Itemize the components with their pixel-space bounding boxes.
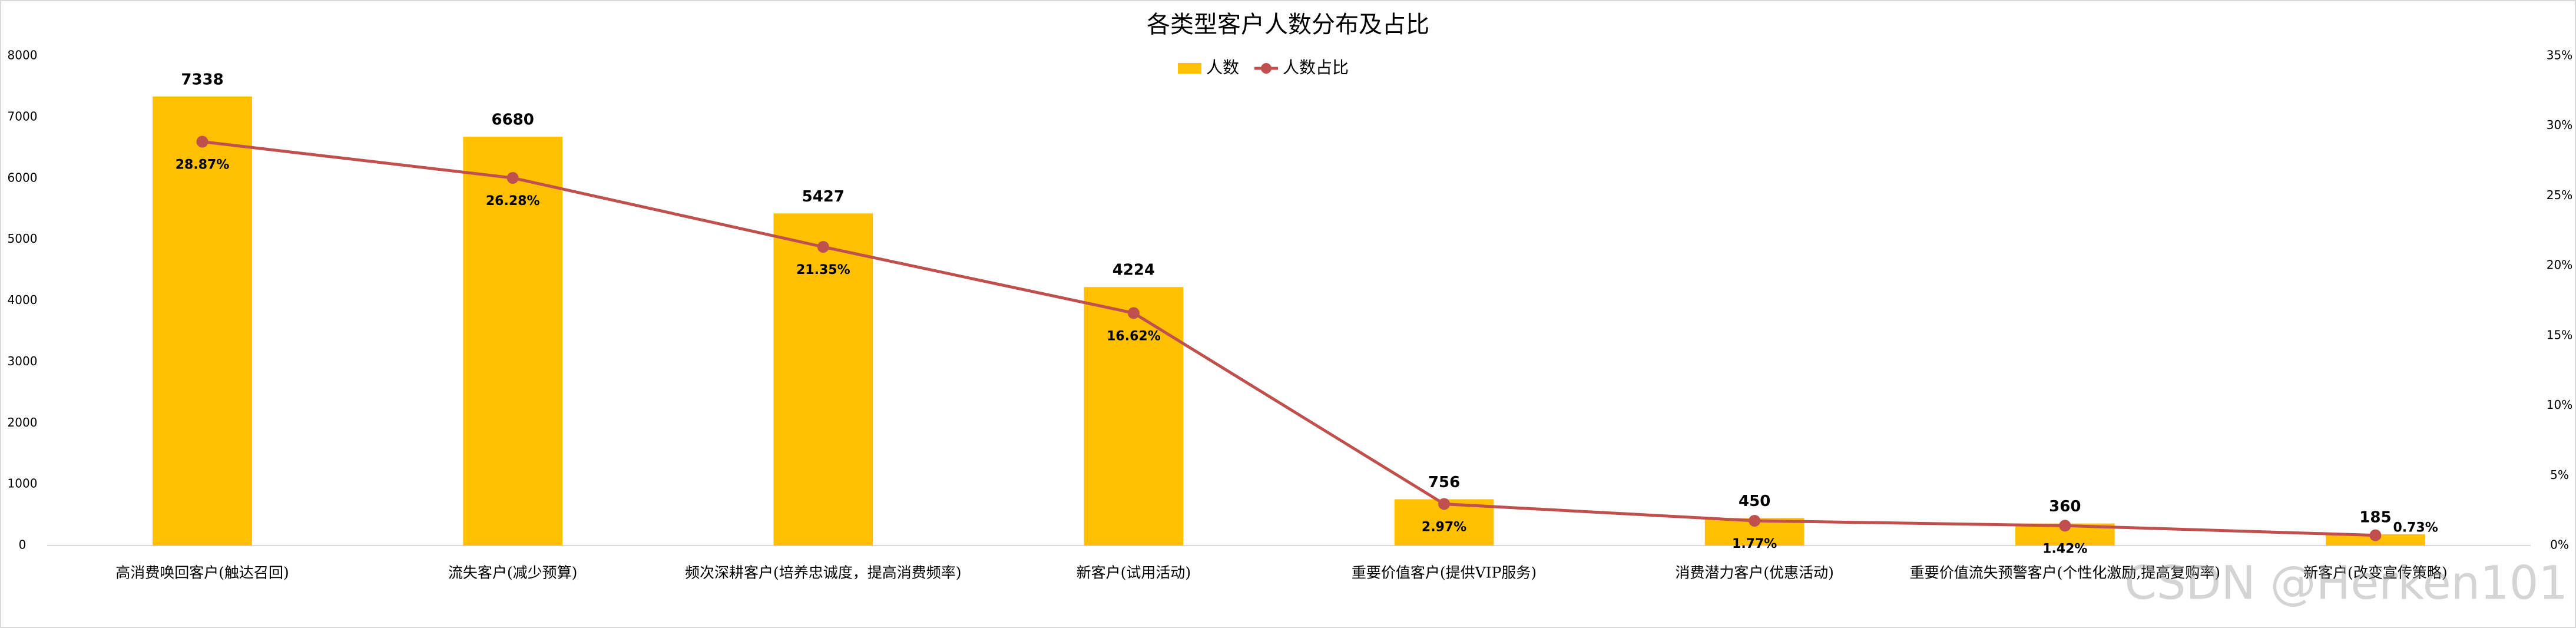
x-tick-label: 消费潜力客户(优惠活动) [1675,564,1834,581]
bar [463,137,563,546]
x-tick-label: 重要价值客户(提供VIP服务) [1352,564,1537,581]
bar [773,213,873,546]
bar-value-label: 450 [1739,493,1770,510]
line-value-label: 26.28% [486,194,540,209]
y2-tick-label: 0% [2550,538,2569,552]
line-value-label: 1.77% [1732,537,1777,551]
x-tick-label: 重要价值流失预警客户(个性化激励,提高复购率) [1910,564,2220,581]
y2-tick-label: 5% [2550,468,2569,482]
y-tick-label: 1000 [8,477,38,491]
legend-label: 人数占比 [1283,58,1349,77]
bar [1084,287,1184,546]
y2-tick-label: 10% [2547,398,2572,412]
y-tick-label: 8000 [8,48,38,62]
line-value-label: 21.35% [796,263,850,277]
y2-tick-label: 15% [2547,328,2572,342]
x-tick-label: 高消费唤回客户(触达召回) [115,564,289,581]
bar-value-label: 4224 [1112,262,1155,279]
bar-value-label: 6680 [492,111,534,129]
bar-value-label: 360 [2049,498,2081,515]
y2-tick-label: 25% [2547,188,2572,202]
bar-value-label: 756 [1428,474,1460,491]
x-tick-label: 流失客户(减少预算) [448,564,578,581]
y-tick-label: 7000 [8,109,38,123]
line-value-label: 28.87% [176,158,230,173]
line-marker [817,241,829,253]
x-tick-label: 新客户(试用活动) [1077,564,1191,581]
y2-tick-label: 30% [2547,118,2572,132]
line-marker [196,135,208,148]
bar-value-label: 185 [2359,508,2391,526]
line-value-label: 0.73% [2393,521,2438,536]
legend-swatch [1178,63,1201,74]
line-marker [1127,307,1140,319]
line-marker [1438,498,1451,510]
x-tick-label: 新客户(改变宣传策略) [2303,564,2448,581]
legend-label: 人数 [1206,58,1239,77]
y-tick-label: 6000 [8,170,38,184]
y-tick-label: 5000 [8,232,38,246]
line-marker [2369,529,2382,541]
bar [153,96,252,546]
y-tick-label: 2000 [8,415,38,429]
line-marker [2059,520,2071,532]
line-marker [1749,514,1761,527]
line [202,140,2376,537]
y-tick-label: 0 [19,538,27,552]
line-value-label: 1.42% [2042,541,2087,556]
chart-title: 各类型客户人数分布及占比 [1147,11,1429,38]
y2-tick-label: 35% [2547,48,2572,62]
x-tick-label: 频次深耕客户(培养忠诚度，提高消费频率) [685,564,962,581]
bar-value-label: 7338 [181,71,223,88]
watermark: CSDN @Herken101 [2124,557,2568,610]
y2-tick-label: 20% [2547,258,2572,272]
legend-swatch-marker [1261,63,1272,74]
line-value-label: 16.62% [1107,329,1161,343]
y-tick-label: 3000 [8,354,38,368]
line-value-label: 2.97% [1422,520,1466,534]
line-marker [506,172,519,184]
bar-value-label: 5427 [802,188,845,206]
y-tick-label: 4000 [8,293,38,307]
